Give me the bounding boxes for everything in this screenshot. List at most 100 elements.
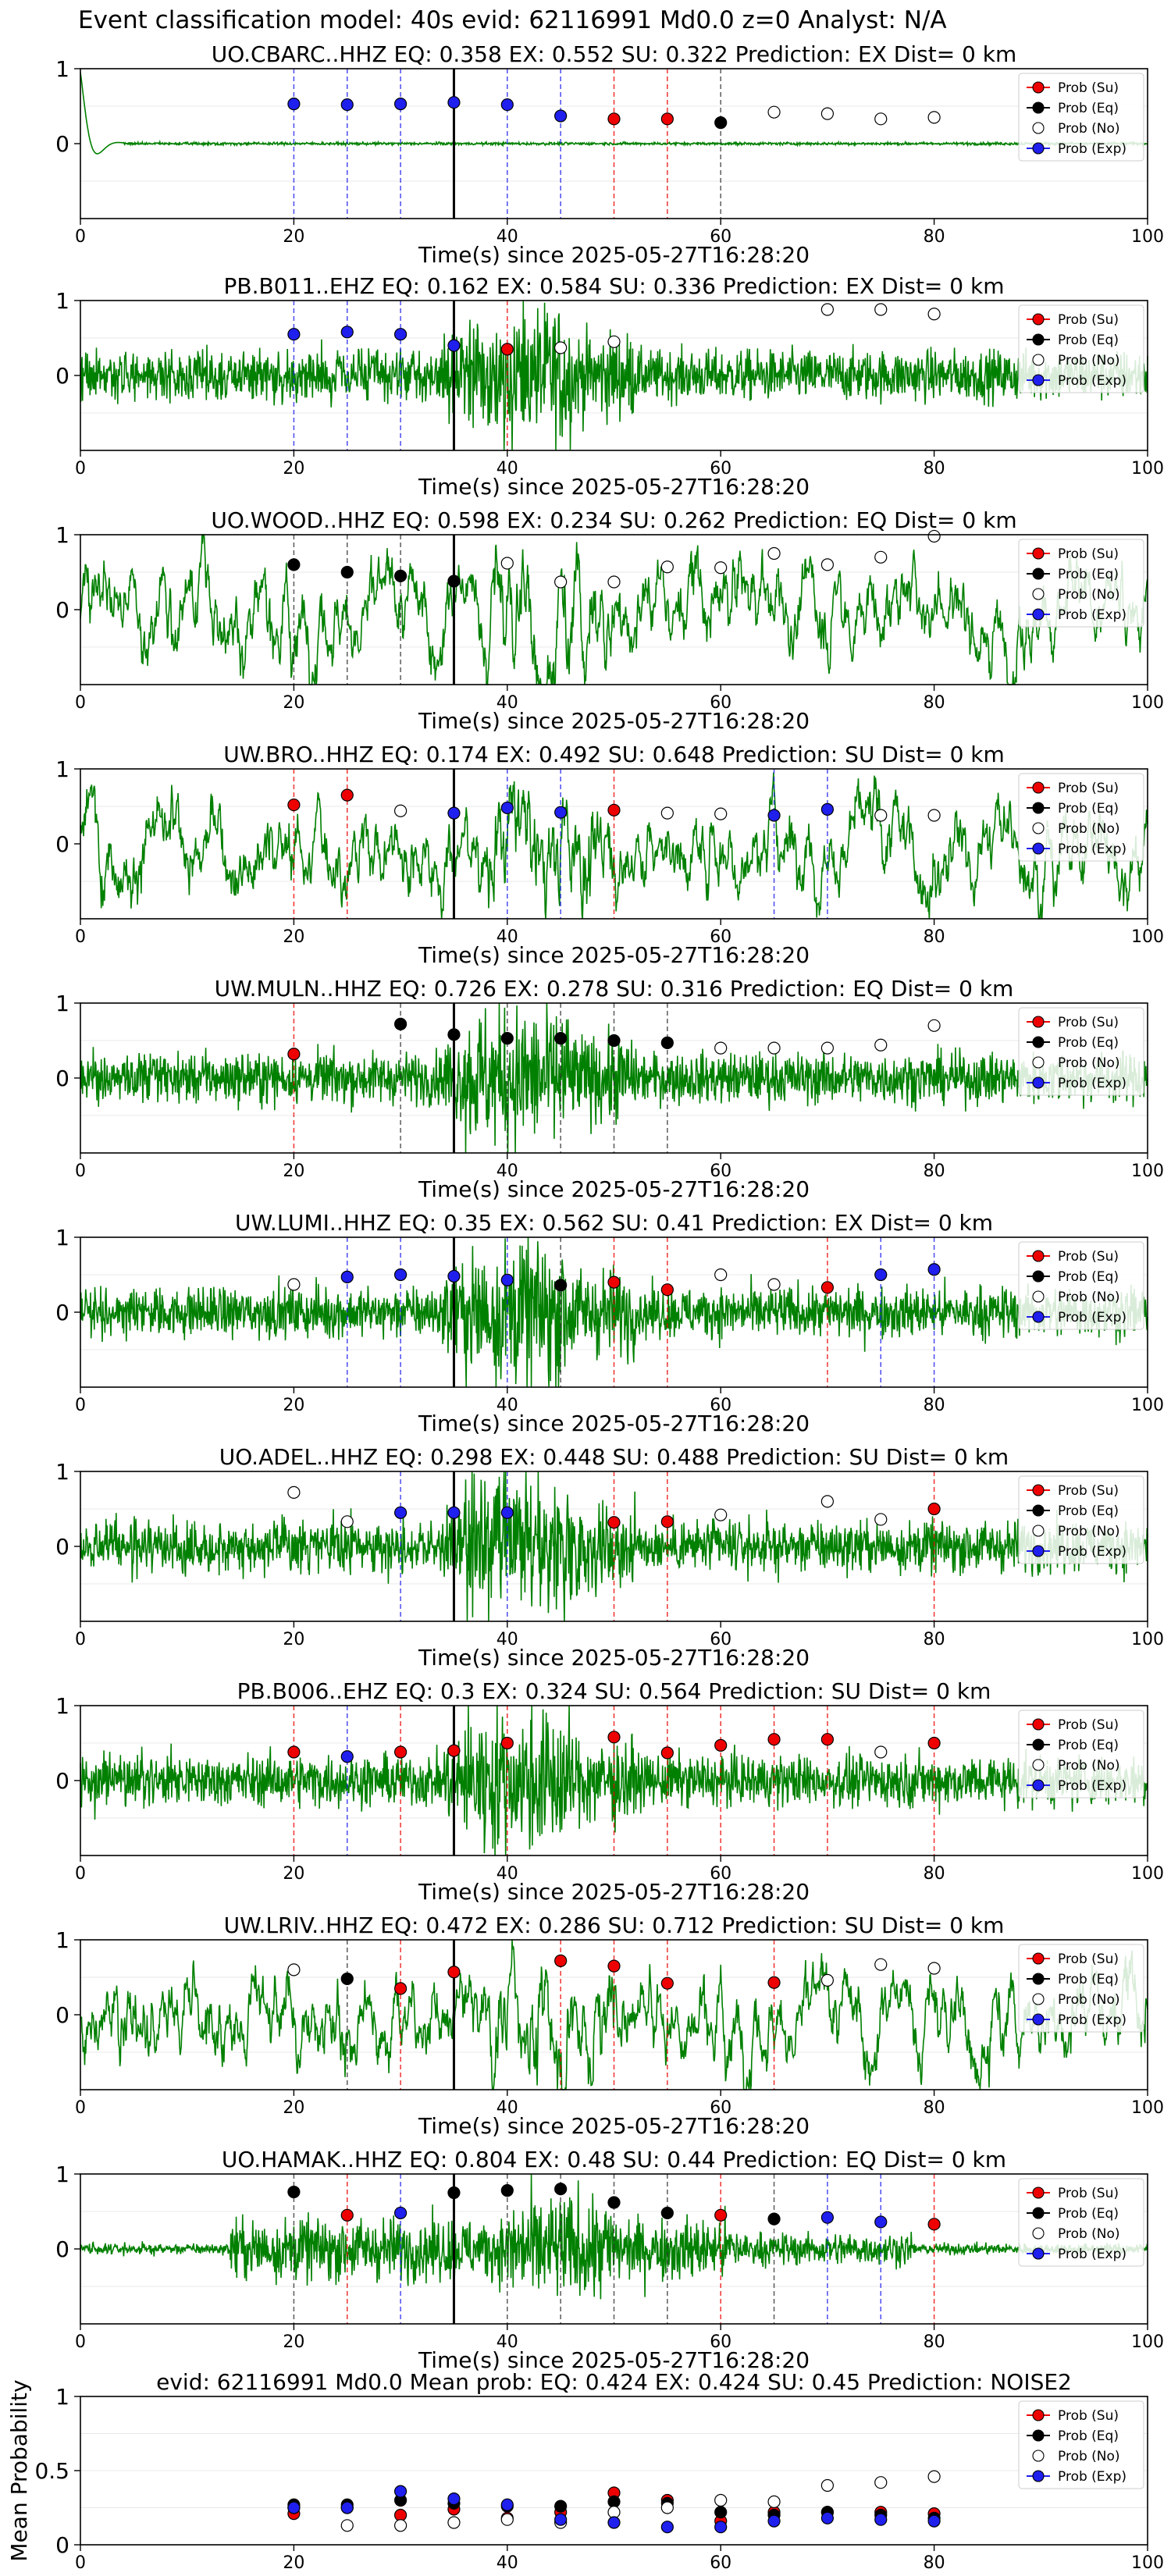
x-tick-label: 60	[710, 1162, 731, 1181]
legend-marker-no	[1032, 1290, 1045, 1303]
prob-point-exp	[393, 328, 408, 341]
prob-point-no	[820, 1495, 835, 1508]
x-tick-label: 60	[710, 693, 731, 713]
prob-point-no	[767, 1041, 781, 1055]
x-axis-label: Time(s) since 2025-05-27T16:28:20	[418, 474, 810, 500]
legend-marker-su	[1032, 1718, 1045, 1731]
x-tick-label: 100	[1131, 1864, 1164, 1884]
x-tick-label: 40	[497, 2332, 518, 2352]
x-tick-label: 80	[924, 927, 945, 947]
prob-point-no	[554, 575, 568, 589]
legend-marker-eq	[1032, 2429, 1045, 2442]
waveform-trace	[80, 534, 1148, 685]
prob-point-exp	[927, 1263, 941, 1276]
mean-point-exp	[340, 2501, 354, 2514]
legend-marker-su	[1032, 2409, 1045, 2421]
legend-marker-no	[1032, 354, 1045, 366]
legend-label: Prob (Su)	[1058, 1015, 1119, 1030]
x-tick-label: 40	[497, 459, 518, 479]
legend-box	[1018, 1007, 1144, 1096]
legend: Prob (Su) Prob (Eq) Prob (No) Prob (Exp)	[1018, 539, 1144, 628]
x-tick-label: 100	[1131, 1396, 1164, 1415]
x-tick-label: 60	[710, 2553, 731, 2573]
x-tick-label: 100	[1131, 693, 1164, 713]
legend: Prob (Su) Prob (Eq) Prob (No) Prob (Exp)	[1018, 304, 1144, 393]
legend: Prob (Su) Prob (Eq) Prob (No) Prob (Exp)	[1018, 1944, 1144, 2033]
legend-label: Prob (Eq)	[1058, 1738, 1119, 1753]
legend-marker-no	[1032, 1993, 1045, 2005]
legend-marker-exp	[1032, 2013, 1045, 2026]
x-tick-label: 100	[1131, 927, 1164, 947]
mean-point-exp	[393, 2485, 408, 2498]
legend-box	[1018, 1944, 1144, 2033]
mean-point-exp	[607, 2516, 621, 2529]
x-tick-label: 100	[1131, 227, 1164, 247]
panel-0: UO.CBARC..HHZ EQ: 0.358 EX: 0.552 SU: 0.…	[55, 41, 1164, 268]
x-tick-label: 100	[1131, 1630, 1164, 1649]
legend-marker-no	[1032, 2227, 1045, 2240]
x-tick-label: 40	[497, 227, 518, 247]
x-axis-label: Time(s) since 2025-05-27T16:28:20	[418, 242, 810, 268]
legend-marker-eq	[1032, 1270, 1045, 1283]
panel-title: UO.HAMAK..HHZ EQ: 0.804 EX: 0.48 SU: 0.4…	[222, 2147, 1006, 2172]
x-tick-label: 80	[924, 693, 945, 713]
x-tick-label: 20	[283, 693, 304, 713]
prob-point-exp	[393, 98, 408, 111]
y-tick-label: 0	[55, 831, 69, 857]
prob-point-exp	[393, 1268, 408, 1282]
prob-point-no	[287, 1485, 301, 1499]
x-axis-label: Time(s) since 2025-05-27T16:28:20	[418, 708, 810, 734]
legend-label: Prob (Exp)	[1058, 1778, 1127, 1794]
prob-point-su	[660, 1746, 674, 1759]
legend-marker-su	[1032, 781, 1045, 794]
prob-point-exp	[447, 1506, 461, 1519]
panel-title: UW.LRIV..HHZ EQ: 0.472 EX: 0.286 SU: 0.7…	[224, 1912, 1005, 1938]
legend-label: Prob (No)	[1058, 2449, 1120, 2464]
y-tick-label: 0	[55, 1534, 69, 1560]
prob-point-su	[927, 1736, 941, 1750]
panel-title: PB.B006..EHZ EQ: 0.3 EX: 0.324 SU: 0.564…	[237, 1678, 991, 1704]
legend-marker-eq	[1032, 568, 1045, 580]
prob-point-su	[927, 2218, 941, 2231]
x-tick-label: 0	[75, 227, 86, 247]
legend-marker-exp	[1032, 2247, 1045, 2260]
panel-8: UW.LRIV..HHZ EQ: 0.472 EX: 0.286 SU: 0.7…	[55, 1912, 1164, 2139]
legend: Prob (Su) Prob (Eq) Prob (No) Prob (Exp)	[1018, 1475, 1144, 1564]
x-tick-label: 20	[283, 227, 304, 247]
prob-point-exp	[447, 96, 461, 109]
y-tick-label: 1	[55, 2161, 69, 2187]
prob-point-eq	[447, 2186, 461, 2200]
legend-label: Prob (Exp)	[1058, 607, 1127, 623]
prob-point-no	[714, 1268, 728, 1282]
legend-marker-no	[1032, 1759, 1045, 1771]
legend-marker-exp	[1032, 842, 1045, 855]
x-tick-label: 100	[1131, 2098, 1164, 2118]
legend-box	[1018, 73, 1144, 162]
legend-marker-eq	[1032, 2207, 1045, 2219]
y-tick-label: 1	[55, 56, 69, 82]
x-tick-label: 0	[75, 2553, 86, 2573]
x-tick-label: 80	[924, 1396, 945, 1415]
mean-point-exp	[874, 2513, 888, 2526]
prob-point-exp	[447, 806, 461, 820]
prob-point-exp	[340, 98, 354, 112]
mean-point-no	[447, 2516, 461, 2529]
legend-label: Prob (Eq)	[1058, 567, 1119, 582]
legend-marker-exp	[1032, 1779, 1045, 1791]
y-tick-label: 1	[55, 1459, 69, 1485]
x-tick-label: 40	[497, 2553, 518, 2573]
prob-point-su	[447, 1744, 461, 1757]
legend-marker-eq	[1032, 802, 1045, 814]
legend-box	[1018, 539, 1144, 628]
prob-point-eq	[447, 1028, 461, 1041]
x-tick-label: 20	[283, 1864, 304, 1884]
prob-point-exp	[500, 98, 514, 112]
legend-label: Prob (Eq)	[1058, 1269, 1119, 1285]
legend-marker-su	[1032, 1250, 1045, 1262]
prob-point-no	[820, 1041, 835, 1055]
x-tick-label: 20	[283, 1396, 304, 1415]
panel-2: UO.WOOD..HHZ EQ: 0.598 EX: 0.234 SU: 0.2…	[55, 507, 1164, 734]
legend: Prob (Su) Prob (Eq) Prob (No) Prob (Exp)	[1018, 73, 1144, 162]
legend-marker-exp	[1032, 608, 1045, 621]
mean-point-exp	[820, 2511, 835, 2524]
